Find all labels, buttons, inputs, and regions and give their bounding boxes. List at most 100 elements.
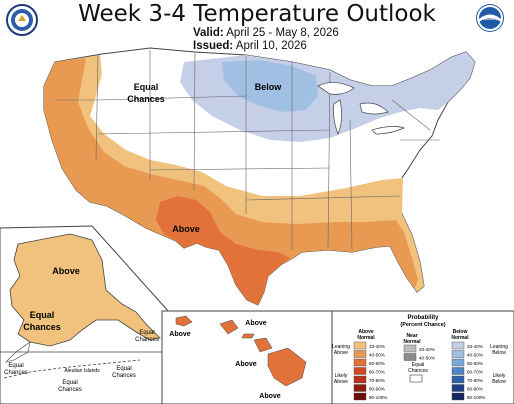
label-ak4-equal: Equal	[116, 366, 131, 372]
state-boundaries	[56, 50, 440, 251]
great-lakes	[317, 82, 405, 135]
legend-below-bin-label: 90-100%	[467, 395, 485, 400]
label-ak3-equal: Equal	[62, 380, 77, 386]
legend-below-bin-label: 70-80%	[467, 378, 483, 383]
legend-below-bin-label: 40-50%	[467, 353, 483, 358]
legend-above-bin-label: 33-40%	[369, 344, 385, 349]
label-hawaii-above-2: Above	[245, 320, 267, 327]
legend-near-swatch	[403, 344, 417, 353]
label-alaska-equal: Equal	[30, 310, 55, 320]
legend-above-bin-label: 70-80%	[369, 378, 385, 383]
legend-above-swatches: 33-40% 40-50% 50-60% 60-70% 70-80% 80-90% 90-1…	[353, 341, 387, 401]
legend-leaning-above-1: Leaning	[332, 344, 350, 350]
legend-near-bin-label: 40-50%	[419, 356, 435, 361]
legend-below-swatch	[451, 384, 465, 392]
label-below-conus: Below	[255, 82, 283, 92]
alaska-inset: Above Equal Chances Equal Chances Aleuti…	[0, 225, 179, 404]
above-50-60-region	[156, 196, 290, 305]
legend-col-above-1: Above	[358, 329, 374, 335]
label-above-conus: Above	[172, 224, 200, 234]
label-alaska-chances: Chances	[23, 322, 61, 332]
valid-label: Valid:	[193, 27, 224, 39]
legend-leaning-below-1: Leaning	[490, 344, 508, 350]
legend-col-above-2: Normal	[357, 335, 375, 341]
legend-above-swatch	[353, 350, 367, 358]
label-aleutian: Aleutian Islands	[64, 368, 100, 374]
legend-leaning-above-2: Above	[334, 350, 348, 356]
legend: Probability (Percent Chance) Above Norma…	[331, 310, 514, 404]
legend-above-bin-label: 80-90%	[369, 387, 385, 392]
legend-col-below-2: Normal	[451, 335, 469, 341]
legend-leaning-below-2: Below	[492, 350, 506, 356]
legend-above-swatch	[353, 367, 367, 375]
hawaii-kauai	[175, 315, 193, 327]
legend-below-bin-label: 60-70%	[467, 370, 483, 375]
label-alaska-above: Above	[52, 266, 80, 276]
legend-below-bin-label: 33-40%	[467, 344, 483, 349]
hawaii-big-island	[267, 347, 307, 387]
legend-below-swatches: 33-40% 40-50% 50-60% 60-70% 70-80% 80-90% 90-1…	[451, 341, 485, 401]
legend-below-swatch	[451, 358, 465, 367]
commerce-seal-icon	[6, 4, 38, 36]
legend-below-swatch	[451, 375, 465, 384]
label-ak3-chances: Chances	[58, 387, 82, 393]
seal-graphic	[11, 9, 33, 31]
legend-below-bin-label: 80-90%	[467, 387, 483, 392]
legend-below-bin-label: 50-60%	[467, 361, 483, 366]
legend-likely-above-1: Likely	[335, 373, 348, 379]
legend-below-swatch	[451, 367, 465, 375]
legend-below-swatch	[451, 341, 465, 350]
legend-near-swatches: 33-40% 40-50%	[403, 344, 435, 361]
noaa-text: NOAA	[483, 16, 498, 22]
legend-title: Probability	[407, 315, 439, 321]
legend-above-bin-label: 40-50%	[369, 353, 385, 358]
valid-value: April 25 - May 8, 2026	[226, 27, 339, 39]
label-ak4-chances: Chances	[112, 373, 136, 379]
page-title: Week 3-4 Temperature Outlook	[78, 1, 436, 27]
label-equal-conus: Equal	[134, 82, 159, 92]
legend-equal-1: Equal	[412, 362, 425, 368]
legend-above-bin-label: 60-70%	[369, 370, 385, 375]
legend-above-bin-label: 50-60%	[369, 361, 385, 366]
issued-label: Issued:	[193, 40, 234, 52]
legend-near-swatch	[403, 353, 417, 361]
legend-likely-below-1: Likely	[493, 373, 506, 379]
legend-col-near-2: Normal	[403, 339, 421, 345]
legend-likely-below-2: Below	[492, 379, 506, 385]
legend-equal-swatch	[409, 374, 423, 383]
hawaii-oahu	[219, 319, 239, 335]
above-40-50-region	[44, 58, 418, 305]
noaa-logo-icon: NOAA	[476, 4, 504, 32]
label-ak2-chances: Chances	[4, 370, 28, 376]
noaa-graphic: NOAA	[477, 5, 503, 31]
issued-value: April 10, 2026	[235, 40, 307, 52]
hawaii-maui	[253, 337, 273, 353]
legend-near-bin-label: 33-40%	[419, 347, 435, 352]
legend-above-bin-label: 90-100%	[369, 395, 387, 400]
label-hawaii-above-1: Above	[169, 331, 191, 338]
hawaii-molokai	[241, 333, 255, 339]
valid-dates: Valid: April 25 - May 8, 2026	[193, 27, 339, 39]
legend-equal-2: Chances	[408, 368, 428, 374]
legend-subtitle: (Percent Chance)	[400, 322, 445, 328]
legend-col-below-1: Below	[453, 329, 468, 335]
label-ak2-equal: Equal	[8, 363, 23, 369]
legend-above-swatch	[353, 358, 367, 367]
legend-col-near-1: Near	[406, 333, 417, 339]
legend-above-swatch	[353, 384, 367, 392]
label-hawaii-above-4: Above	[259, 393, 281, 400]
label-hawaii-above-3: Above	[235, 361, 257, 368]
legend-above-swatch	[353, 392, 367, 401]
legend-likely-above-2: Above	[334, 379, 348, 385]
issued-date: Issued: April 10, 2026	[193, 40, 307, 52]
aleutian-chain	[3, 359, 141, 379]
legend-below-swatch	[451, 392, 465, 401]
label-ak-equal-small: Equal	[139, 330, 154, 336]
legend-below-swatch	[451, 350, 465, 358]
legend-above-swatch	[353, 341, 367, 350]
legend-above-swatch	[353, 375, 367, 384]
label-ak-chances-small: Chances	[135, 337, 159, 343]
label-chances-conus: Chances	[127, 94, 165, 104]
alaska-above-region	[9, 233, 161, 347]
